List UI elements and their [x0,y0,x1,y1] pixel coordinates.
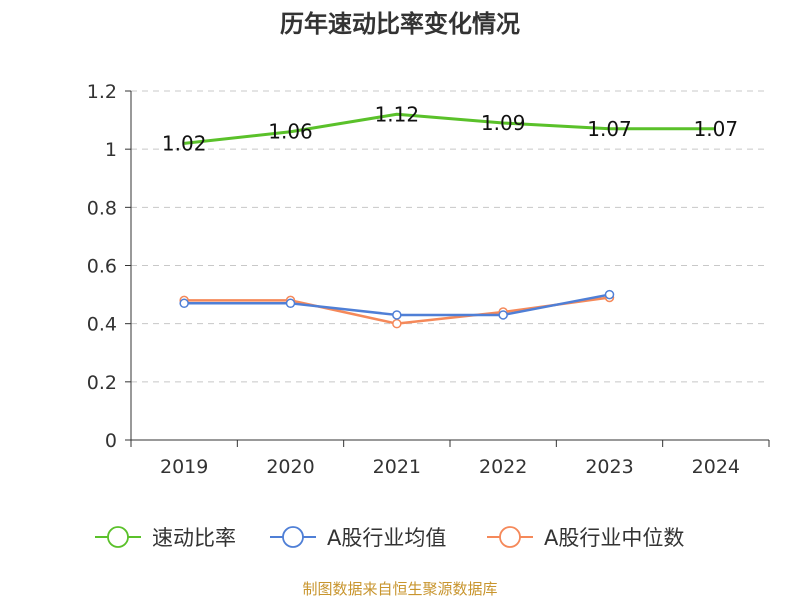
y-tick-label: 0.2 [87,372,117,394]
series-line [184,112,716,145]
x-tick-label: 2019 [160,456,208,478]
x-tick-label: 2021 [373,456,421,478]
source-note: 制图数据来自恒生聚源数据库 [302,580,497,598]
y-tick-label: 1.2 [87,81,117,103]
x-tick-label: 2023 [585,456,633,478]
data-label: 1.12 [375,102,420,126]
data-point [392,318,402,329]
legend-marker [499,526,521,548]
legend-label: A股行业中位数 [544,526,684,550]
y-tick-label: 0.4 [87,314,117,336]
y-tick-label: 0.6 [87,256,117,278]
legend-item-2: A股行业中位数 [487,526,684,550]
data-label: 1.09 [481,111,526,135]
series-0 [184,112,716,145]
legend: 速动比率 A股行业均值 A股行业中位数 [95,526,684,550]
x-tick-label: 2024 [692,456,740,478]
legend-label: A股行业均值 [327,526,446,550]
axes: 0 0.2 0.4 0.6 0.8 1 1.2 2019 2020 2021 2022 2023 202… [87,81,770,478]
legend-label: 速动比率 [152,526,236,550]
series-layer [179,112,716,329]
data-point [179,298,189,309]
grid-lines [131,90,769,383]
y-tick-label: 0.8 [87,197,117,219]
data-point [392,310,402,320]
legend-marker [107,526,129,548]
y-tick-label: 1 [105,139,117,161]
data-label: 1.06 [268,120,313,144]
data-point [604,289,615,300]
series-1 [179,289,615,320]
y-tick-label: 0 [105,430,117,452]
x-tick-label: 2022 [479,456,527,478]
chart-title: 历年速动比率变化情况 [280,10,520,38]
data-label: 1.02 [162,131,207,155]
legend-item-0: 速动比率 [95,526,236,550]
data-labels: 1.02 1.06 1.12 1.09 1.07 1.07 [162,102,738,155]
data-point [498,310,508,320]
legend-marker [282,526,304,548]
legend-item-1: A股行业均值 [270,526,446,550]
data-label: 1.07 [694,117,739,141]
data-point [285,298,296,309]
x-tick-label: 2020 [266,456,314,478]
data-label: 1.07 [587,117,632,141]
